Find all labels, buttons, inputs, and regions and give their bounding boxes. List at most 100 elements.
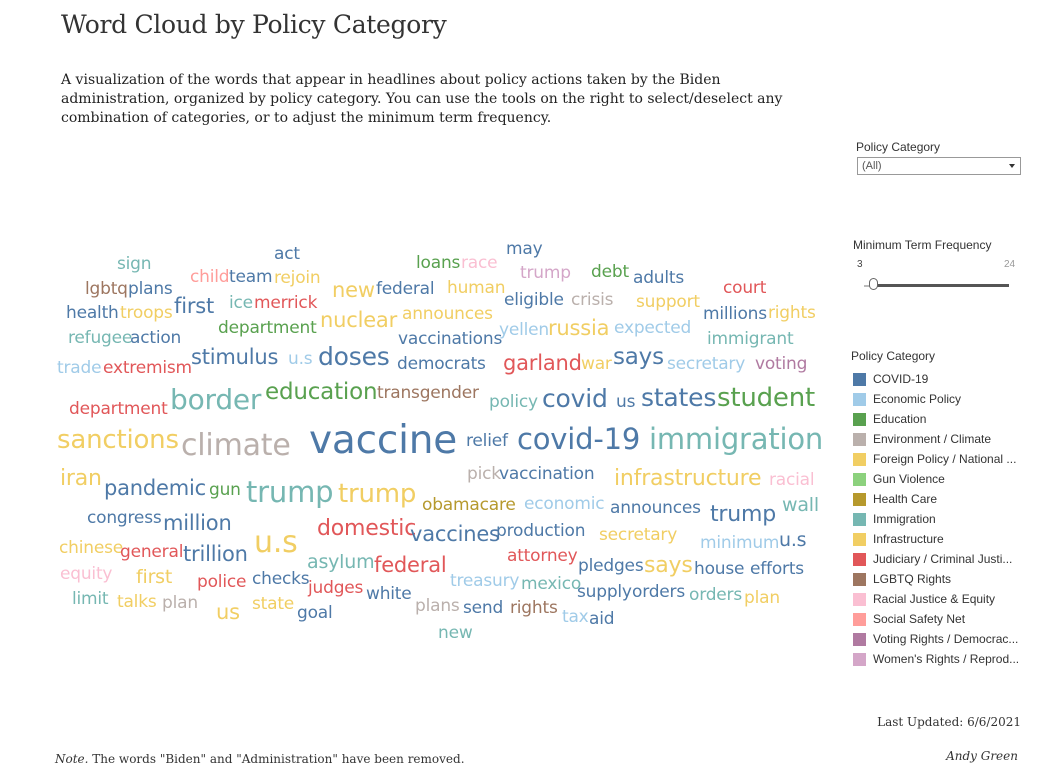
legend-item[interactable]: Education <box>853 409 1033 429</box>
word-cloud-term[interactable]: economic <box>524 494 605 514</box>
word-cloud-term[interactable]: trump <box>710 502 777 527</box>
word-cloud-term[interactable]: action <box>130 328 182 348</box>
word-cloud-term[interactable]: new <box>332 278 375 302</box>
word-cloud-term[interactable]: yellen <box>499 320 549 340</box>
word-cloud-term[interactable]: u.s <box>288 349 313 369</box>
word-cloud-term[interactable]: wall <box>782 494 819 516</box>
word-cloud-term[interactable]: police <box>197 572 247 592</box>
word-cloud-term[interactable]: secretary <box>599 525 678 545</box>
word-cloud-term[interactable]: extremism <box>103 358 192 378</box>
word-cloud-term[interactable]: support <box>636 292 700 312</box>
slider-thumb[interactable] <box>869 278 878 290</box>
word-cloud-term[interactable]: crisis <box>571 290 614 310</box>
word-cloud-term[interactable]: first <box>174 294 215 318</box>
legend-item[interactable]: Health Care <box>853 489 1033 509</box>
word-cloud-term[interactable]: first <box>136 566 173 588</box>
word-cloud-term[interactable]: troops <box>120 303 173 323</box>
word-cloud-term[interactable]: mexico <box>521 574 582 594</box>
word-cloud-term[interactable]: ice <box>229 293 253 313</box>
word-cloud-term[interactable]: asylum <box>307 551 375 573</box>
word-cloud-term[interactable]: merrick <box>254 293 318 313</box>
word-cloud-term[interactable]: domestic <box>317 516 417 541</box>
word-cloud-term[interactable]: production <box>496 521 586 541</box>
legend-item[interactable]: Judiciary / Criminal Justi... <box>853 549 1033 569</box>
word-cloud-term[interactable]: minimum <box>700 533 780 553</box>
word-cloud-term[interactable]: eligible <box>504 290 564 310</box>
word-cloud-term[interactable]: orders <box>689 585 742 605</box>
word-cloud-term[interactable]: federal <box>374 553 447 577</box>
legend-item[interactable]: Economic Policy <box>853 389 1033 409</box>
word-cloud-term[interactable]: border <box>170 383 262 416</box>
word-cloud-term[interactable]: announces <box>402 304 493 324</box>
legend-item[interactable]: Environment / Climate <box>853 429 1033 449</box>
word-cloud-term[interactable]: vaccines <box>410 522 500 546</box>
legend-item[interactable]: Women's Rights / Reprod... <box>853 649 1033 669</box>
legend-item[interactable]: Racial Justice & Equity <box>853 589 1033 609</box>
slider-track[interactable] <box>872 284 1009 287</box>
word-cloud-term[interactable]: court <box>723 278 767 298</box>
word-cloud-term[interactable]: millions <box>703 304 767 324</box>
word-cloud-term[interactable]: child <box>190 267 230 287</box>
legend-item[interactable]: Social Safety Net <box>853 609 1033 629</box>
legend-item[interactable]: Infrastructure <box>853 529 1033 549</box>
word-cloud-term[interactable]: policy <box>489 392 538 412</box>
word-cloud-term[interactable]: racial <box>769 470 815 490</box>
word-cloud-term[interactable]: pledges <box>578 556 644 576</box>
word-cloud-term[interactable]: million <box>163 511 232 535</box>
word-cloud-term[interactable]: talks <box>117 592 157 612</box>
legend-item[interactable]: Gun Violence <box>853 469 1033 489</box>
word-cloud-term[interactable]: rejoin <box>274 268 321 288</box>
word-cloud-term[interactable]: debt <box>591 262 629 282</box>
word-cloud-term[interactable]: expected <box>614 318 692 338</box>
word-cloud-term[interactable]: pick <box>467 464 501 484</box>
word-cloud-term[interactable]: plan <box>162 593 198 613</box>
word-cloud-term[interactable]: trump <box>520 263 571 283</box>
word-cloud-term[interactable]: judges <box>308 578 364 598</box>
word-cloud-term[interactable]: doses <box>318 342 390 371</box>
word-cloud-term[interactable]: says <box>644 553 693 578</box>
word-cloud-term[interactable]: house <box>694 559 745 579</box>
word-cloud-term[interactable]: may <box>506 239 543 259</box>
word-cloud-term[interactable]: team <box>229 267 273 287</box>
word-cloud-term[interactable]: vaccine <box>309 418 458 463</box>
word-cloud-term[interactable]: state <box>252 594 295 614</box>
word-cloud-term[interactable]: u.s <box>254 525 298 560</box>
word-cloud-term[interactable]: congress <box>87 508 162 528</box>
policy-category-dropdown[interactable]: (All) <box>857 157 1021 175</box>
word-cloud-term[interactable]: pandemic <box>104 476 206 500</box>
word-cloud-term[interactable]: covid-19 <box>517 422 641 456</box>
word-cloud-term[interactable]: iran <box>60 466 102 491</box>
word-cloud-term[interactable]: human <box>447 278 506 298</box>
word-cloud-term[interactable]: health <box>66 303 119 323</box>
legend-item[interactable]: Foreign Policy / National ... <box>853 449 1033 469</box>
word-cloud-term[interactable]: relief <box>466 431 508 451</box>
word-cloud-term[interactable]: checks <box>252 569 310 589</box>
word-cloud-term[interactable]: rights <box>768 303 816 323</box>
word-cloud-term[interactable]: student <box>717 383 815 413</box>
word-cloud-term[interactable]: democrats <box>397 354 486 374</box>
word-cloud-term[interactable]: trump <box>246 475 334 509</box>
word-cloud-term[interactable]: rights <box>510 598 558 618</box>
word-cloud-term[interactable]: limit <box>72 589 109 609</box>
word-cloud-term[interactable]: immigration <box>649 422 824 456</box>
word-cloud-term[interactable]: adults <box>633 268 685 288</box>
word-cloud-term[interactable]: states <box>641 383 717 412</box>
word-cloud-term[interactable]: treasury <box>450 571 520 591</box>
word-cloud-term[interactable]: attorney <box>507 546 578 566</box>
word-cloud-term[interactable]: white <box>366 584 412 604</box>
word-cloud-term[interactable]: sign <box>117 254 152 274</box>
word-cloud-term[interactable]: new <box>438 623 473 643</box>
word-cloud-term[interactable]: supply <box>577 582 632 602</box>
legend-item[interactable]: Immigration <box>853 509 1033 529</box>
legend-item[interactable]: Voting Rights / Democrac... <box>853 629 1033 649</box>
word-cloud-term[interactable]: race <box>461 253 498 273</box>
word-cloud-term[interactable]: voting <box>755 354 808 374</box>
word-cloud-term[interactable]: gun <box>209 480 241 500</box>
word-cloud-term[interactable]: covid <box>542 384 608 413</box>
word-cloud-term[interactable]: act <box>274 244 300 264</box>
word-cloud-term[interactable]: stimulus <box>191 345 279 369</box>
word-cloud-term[interactable]: trump <box>338 479 417 509</box>
word-cloud-term[interactable]: loans <box>416 253 461 273</box>
word-cloud-term[interactable]: general <box>120 542 184 562</box>
word-cloud-term[interactable]: us <box>216 600 240 624</box>
